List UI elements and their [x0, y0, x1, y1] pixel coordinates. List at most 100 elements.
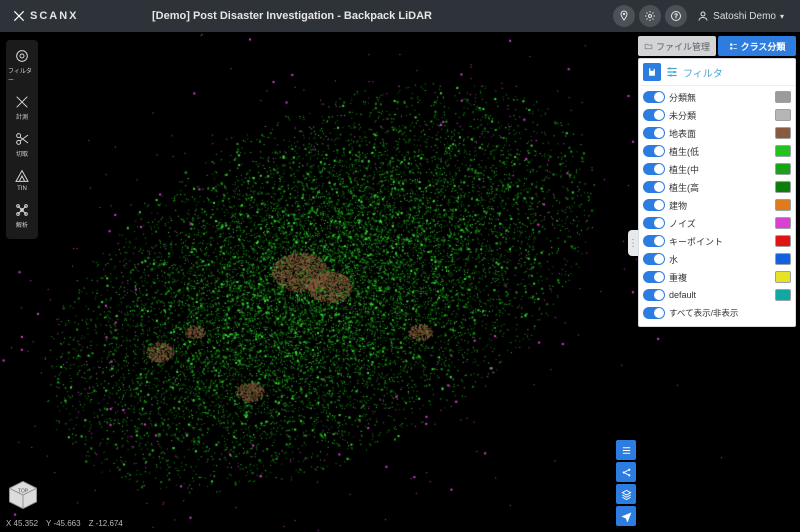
- class-label: 地表面: [669, 127, 771, 140]
- location-button[interactable]: [613, 5, 635, 27]
- svg-text:?: ?: [675, 14, 679, 20]
- class-toggle[interactable]: [643, 91, 665, 103]
- chevron-down-icon: ▾: [780, 12, 784, 21]
- layers-icon: [621, 489, 632, 500]
- toggle-all-label: すべて表示/非表示: [669, 307, 791, 319]
- tool-filter[interactable]: フィルター: [8, 44, 36, 90]
- class-filter-list: 分類無未分類地表面植生(低植生(中植生(高建物ノイズキーポイント水重複 defau…: [639, 86, 795, 326]
- class-toggle[interactable]: [643, 163, 665, 175]
- app-root: SCANX [Demo] Post Disaster Investigation…: [0, 0, 800, 532]
- filter-panel-header: フィルタ: [639, 59, 795, 86]
- save-icon: [647, 67, 657, 77]
- class-row: 水: [641, 250, 793, 268]
- settings-button[interactable]: [639, 5, 661, 27]
- class-color-swatch[interactable]: [775, 199, 791, 211]
- tool-label: 計測: [16, 112, 28, 121]
- coord-x: X 45.352: [6, 519, 38, 528]
- class-color-swatch[interactable]: [775, 109, 791, 121]
- class-label: 未分類: [669, 109, 771, 122]
- filter-panel: フィルタ 分類無未分類地表面植生(低植生(中植生(高建物ノイズキーポイント水重複…: [638, 58, 796, 327]
- class-toggle[interactable]: [643, 253, 665, 265]
- left-toolbar: フィルター 計測 切取 TIN 解析: [6, 40, 38, 239]
- layers-button[interactable]: [616, 484, 636, 504]
- class-row: default: [641, 286, 793, 304]
- class-label: 植生(低: [669, 145, 771, 158]
- class-color-swatch[interactable]: [775, 127, 791, 139]
- filter-panel-title: フィルタ: [683, 65, 723, 80]
- class-row: 分類無: [641, 88, 793, 106]
- class-color-swatch[interactable]: [775, 145, 791, 157]
- tab-label: クラス分類: [741, 40, 786, 53]
- class-toggle[interactable]: [643, 181, 665, 193]
- share-icon: [621, 467, 632, 478]
- folder-icon: [644, 42, 653, 51]
- class-toggle[interactable]: [643, 271, 665, 283]
- class-toggle[interactable]: [643, 199, 665, 211]
- class-color-swatch[interactable]: [775, 217, 791, 229]
- tab-classification[interactable]: クラス分類: [718, 36, 796, 56]
- tool-measure[interactable]: 計測: [8, 90, 36, 127]
- class-toggle[interactable]: [643, 145, 665, 157]
- class-row: ノイズ: [641, 214, 793, 232]
- save-button[interactable]: [643, 63, 661, 81]
- tool-tin[interactable]: TIN: [8, 164, 36, 198]
- toggle-all[interactable]: [643, 307, 665, 319]
- class-toggle[interactable]: [643, 127, 665, 139]
- class-label: 植生(中: [669, 163, 771, 176]
- panel-tabs: ファイル管理 クラス分類: [638, 36, 796, 56]
- class-color-swatch[interactable]: [775, 181, 791, 193]
- flyto-button[interactable]: [616, 506, 636, 526]
- help-icon: ?: [670, 10, 682, 22]
- class-row: 植生(高: [641, 178, 793, 196]
- scissors-icon: [14, 131, 30, 147]
- class-toggle[interactable]: [643, 109, 665, 121]
- brand-logo[interactable]: SCANX: [0, 9, 92, 23]
- class-label: 重複: [669, 271, 771, 284]
- tool-label: 切取: [16, 149, 28, 158]
- share-button[interactable]: [616, 462, 636, 482]
- topbar-actions: ? Satoshi Demo ▾: [613, 5, 800, 27]
- list-button[interactable]: [616, 440, 636, 460]
- class-row-all: すべて表示/非表示: [641, 304, 793, 322]
- class-row: 地表面: [641, 124, 793, 142]
- gear-icon: [644, 10, 656, 22]
- class-row: 重複: [641, 268, 793, 286]
- filter-icon: [14, 48, 30, 64]
- class-color-swatch[interactable]: [775, 91, 791, 103]
- class-row: 植生(中: [641, 160, 793, 178]
- tool-analysis[interactable]: 解析: [8, 198, 36, 235]
- nodes-icon: [14, 202, 30, 218]
- panel-collapse-handle[interactable]: ⋮: [628, 230, 638, 256]
- class-color-swatch[interactable]: [775, 271, 791, 283]
- tool-clip[interactable]: 切取: [8, 127, 36, 164]
- tab-file-management[interactable]: ファイル管理: [638, 36, 716, 56]
- help-button[interactable]: ?: [665, 5, 687, 27]
- class-color-swatch[interactable]: [775, 235, 791, 247]
- brand-mark-icon: [12, 9, 26, 23]
- tin-icon: [14, 168, 30, 184]
- class-row: キーポイント: [641, 232, 793, 250]
- class-color-swatch[interactable]: [775, 253, 791, 265]
- user-icon: [697, 10, 709, 22]
- measure-icon: [14, 94, 30, 110]
- class-color-swatch[interactable]: [775, 163, 791, 175]
- class-toggle[interactable]: [643, 289, 665, 301]
- coord-y: Y -45.663: [46, 519, 81, 528]
- tool-label: フィルター: [8, 66, 36, 84]
- svg-text:TOP: TOP: [18, 488, 29, 494]
- user-menu[interactable]: Satoshi Demo ▾: [691, 10, 790, 22]
- class-row: 建物: [641, 196, 793, 214]
- class-toggle[interactable]: [643, 235, 665, 247]
- class-label: 植生(高: [669, 181, 771, 194]
- tab-label: ファイル管理: [656, 40, 710, 53]
- class-color-swatch[interactable]: [775, 289, 791, 301]
- class-label: キーポイント: [669, 235, 771, 248]
- class-row: 未分類: [641, 106, 793, 124]
- view-cube[interactable]: TOP: [6, 478, 40, 512]
- topbar: SCANX [Demo] Post Disaster Investigation…: [0, 0, 800, 32]
- class-label: 建物: [669, 199, 771, 212]
- tool-label: 解析: [16, 220, 28, 229]
- sliders-icon: [665, 65, 679, 79]
- project-title: [Demo] Post Disaster Investigation - Bac…: [152, 10, 432, 22]
- class-toggle[interactable]: [643, 217, 665, 229]
